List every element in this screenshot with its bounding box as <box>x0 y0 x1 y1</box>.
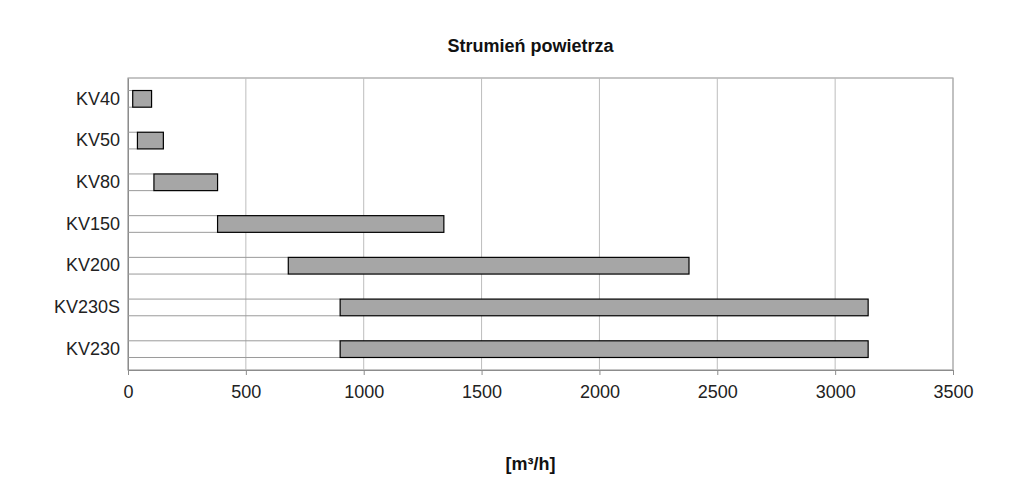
y-tick-label: KV150 <box>66 214 120 234</box>
y-tick-label: KV230S <box>54 297 120 317</box>
bar-base-edge <box>128 257 288 258</box>
y-tick-label: KV230 <box>66 339 120 359</box>
x-tick-mark <box>364 370 365 375</box>
bar-base-edge <box>128 215 218 216</box>
x-tick-label: 2000 <box>580 382 620 402</box>
y-tick: KV50 <box>76 130 128 150</box>
y-tick: KV40 <box>76 89 128 109</box>
y-tick: KV200 <box>66 255 128 275</box>
x-tick-label: 3000 <box>816 382 856 402</box>
bar-base-edge <box>128 340 340 341</box>
x-tick: 3000 <box>816 370 856 402</box>
grid-line <box>835 78 836 370</box>
bar-base-edge <box>128 148 137 149</box>
x-tick-mark <box>717 370 718 375</box>
x-axis-title: [m³/h] <box>506 454 556 474</box>
bar-base-edge <box>128 315 340 316</box>
grid <box>128 78 953 370</box>
range-bar <box>154 174 218 191</box>
grid-line <box>481 78 482 370</box>
y-tick-label: KV40 <box>76 89 120 109</box>
bars <box>128 91 868 358</box>
bar-base-edge <box>128 274 288 275</box>
y-tick: KV150 <box>66 214 128 234</box>
x-tick: 3500 <box>933 370 973 402</box>
grid-line <box>717 78 718 370</box>
y-tick: KV230 <box>66 339 128 359</box>
range-bar <box>137 132 163 149</box>
bar-base-edge <box>128 299 340 300</box>
grid-line <box>953 78 954 370</box>
x-tick-mark <box>128 370 129 375</box>
bar-base-edge <box>128 232 218 233</box>
x-axis: 0 500 1000 1500 2000 2500 3000 3500 <box>123 370 973 402</box>
y-axis-line <box>128 79 129 371</box>
x-tick-label: 0 <box>123 382 133 402</box>
x-tick-label: 1500 <box>462 382 502 402</box>
x-tick: 1000 <box>344 370 384 402</box>
range-bar <box>340 299 868 316</box>
x-tick-mark <box>835 370 836 375</box>
x-tick: 2000 <box>580 370 620 402</box>
y-tick: KV80 <box>76 172 128 192</box>
x-tick-label: 1000 <box>344 382 384 402</box>
bar-base-edge <box>128 190 154 191</box>
title: Strumień powietrza <box>447 36 614 56</box>
plot: 0 500 1000 1500 2000 2500 3000 3500 KV40 KV50 KV80… <box>54 78 974 402</box>
y-tick-label: KV50 <box>76 130 120 150</box>
grid-line <box>128 78 129 370</box>
x-tick: 1500 <box>462 370 502 402</box>
x-tick: 500 <box>231 370 261 402</box>
range-bar <box>218 216 444 233</box>
x-tick-mark <box>599 370 600 375</box>
grid-line <box>599 78 600 370</box>
chart: 0 500 1000 1500 2000 2500 3000 3500 KV40 KV50 KV80… <box>0 0 1014 498</box>
x-tick-mark <box>246 370 247 375</box>
y-tick-label: KV80 <box>76 172 120 192</box>
range-bar <box>340 341 868 358</box>
x-axis-line <box>129 371 954 376</box>
plot-frame <box>128 78 953 370</box>
x-tick-mark <box>953 370 954 375</box>
x-tick: 2500 <box>698 370 738 402</box>
y-tick: KV230S <box>54 297 128 317</box>
bar-base-edge <box>128 357 340 358</box>
bar-base-edge <box>128 132 137 133</box>
range-bar <box>133 91 152 108</box>
x-tick-label: 3500 <box>933 382 973 402</box>
bar-base-edge <box>128 173 154 174</box>
range-bar <box>288 257 689 274</box>
x-tick-mark <box>482 370 483 375</box>
y-axis: KV40 KV50 KV80 KV150 KV200 KV230S KV230 <box>54 79 129 371</box>
x-tick-label: 500 <box>231 382 261 402</box>
x-tick-label: 2500 <box>698 382 738 402</box>
y-tick-label: KV200 <box>66 255 120 275</box>
bar-base-edge <box>128 107 133 108</box>
x-tick: 0 <box>123 370 133 402</box>
bar-base-edge <box>128 90 133 91</box>
